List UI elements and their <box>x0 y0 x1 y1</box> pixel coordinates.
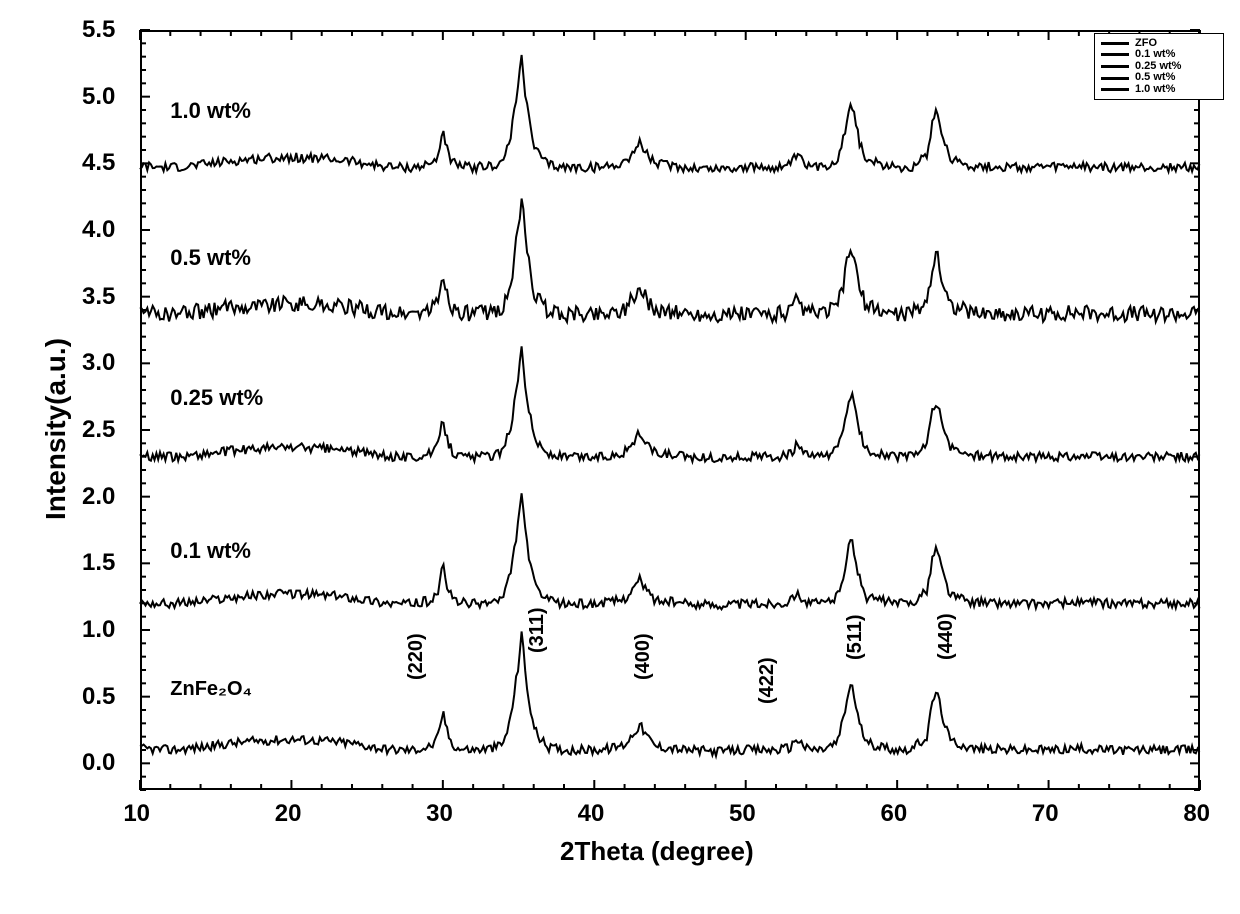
y-tick-label: 1.0 <box>82 616 115 644</box>
peak-label: (440) <box>935 613 958 660</box>
x-tick-label: 80 <box>1183 800 1210 828</box>
trace-p05 <box>140 199 1199 322</box>
x-tick-label: 20 <box>275 800 302 828</box>
trace-label-p01: 0.1 wt% <box>170 538 251 564</box>
legend-text: 1.0 wt% <box>1135 84 1175 96</box>
y-tick-label: 4.0 <box>82 216 115 244</box>
x-tick-label: 70 <box>1032 800 1059 828</box>
data-svg <box>0 0 1240 914</box>
trace-p025 <box>140 346 1199 462</box>
x-axis-title: 2Theta (degree) <box>560 836 754 867</box>
legend-swatch <box>1101 65 1129 68</box>
peak-label: (311) <box>526 607 549 653</box>
x-tick-label: 60 <box>880 800 907 828</box>
y-tick-label: 5.5 <box>82 16 115 44</box>
peak-label: (220) <box>405 633 428 680</box>
x-tick-label: 50 <box>729 800 756 828</box>
peak-label: (400) <box>632 633 655 680</box>
legend-swatch <box>1101 42 1129 45</box>
y-tick-label: 4.5 <box>82 149 115 177</box>
peak-label: (511) <box>844 614 867 660</box>
trace-label-p05: 0.5 wt% <box>170 245 251 271</box>
peak-label: (422) <box>756 657 779 704</box>
y-tick-label: 1.5 <box>82 549 115 577</box>
x-tick-label: 30 <box>426 800 453 828</box>
figure: 10 20 30 40 50 60 70 80 0.0 0.5 1.0 1.5 2.0 2.5 3.0 3.5… <box>0 0 1240 914</box>
y-tick-label: 2.5 <box>82 416 115 444</box>
trace-label-zfo: ZnFe₂O₄ <box>170 678 252 701</box>
y-tick-label: 0.5 <box>82 683 115 711</box>
trace-label-p025: 0.25 wt% <box>170 385 263 411</box>
x-tick-label: 10 <box>123 800 150 828</box>
legend-swatch <box>1101 77 1129 80</box>
trace-p10 <box>140 55 1199 172</box>
legend-item: 1.0 wt% <box>1101 84 1217 96</box>
y-tick-label: 3.5 <box>82 283 115 311</box>
y-tick-label: 0.0 <box>82 749 115 777</box>
y-tick-label: 5.0 <box>82 83 115 111</box>
legend-swatch <box>1101 88 1129 91</box>
trace-zfo <box>140 632 1199 757</box>
y-tick-label: 3.0 <box>82 349 115 377</box>
legend-swatch <box>1101 53 1129 56</box>
legend: ZFO0.1 wt%0.25 wt%0.5 wt%1.0 wt% <box>1094 33 1224 101</box>
y-tick-label: 2.0 <box>82 483 115 511</box>
trace-p01 <box>140 493 1199 609</box>
x-tick-label: 40 <box>578 800 605 828</box>
trace-label-p10: 1.0 wt% <box>170 98 251 124</box>
y-axis-title: Intensity(a.u.) <box>40 338 72 520</box>
